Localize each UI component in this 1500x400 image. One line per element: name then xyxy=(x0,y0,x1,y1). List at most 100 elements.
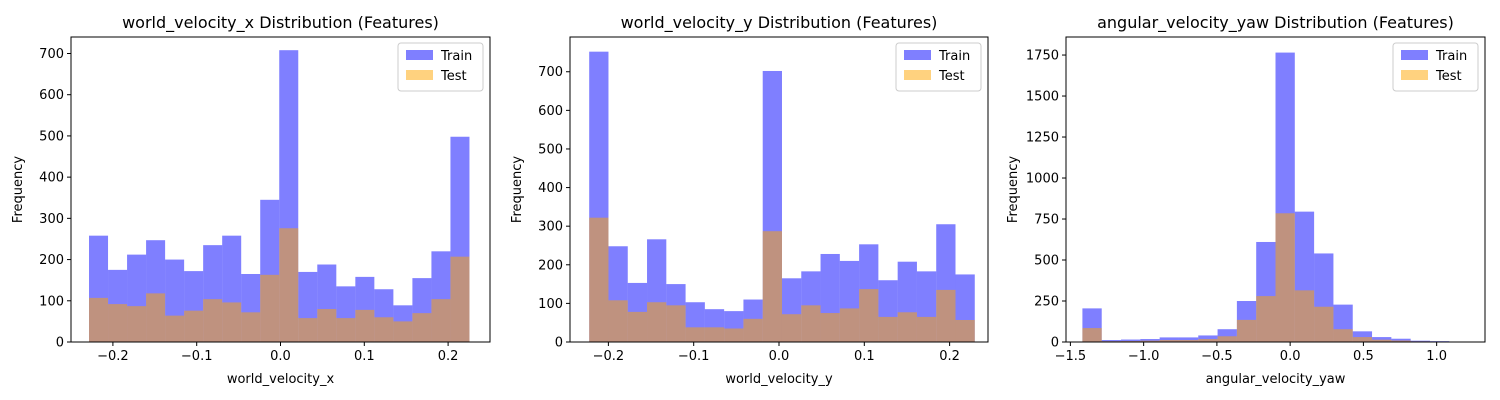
series-test xyxy=(589,217,975,342)
legend: Train Test xyxy=(895,42,982,92)
y-axis-label: Frequency xyxy=(510,156,525,223)
chart-title: angular_velocity_yaw Distribution (Featu… xyxy=(1097,13,1454,33)
bar-test-13 xyxy=(1333,329,1353,342)
bar-test-15 xyxy=(878,316,898,342)
bar-test-0 xyxy=(1082,328,1102,342)
bar-test-11 xyxy=(1294,290,1315,342)
bar-test-10 xyxy=(1275,213,1295,342)
bar-train-1 xyxy=(1101,340,1122,342)
y-tick-label: 500 xyxy=(1034,254,1059,269)
y-tick-label: 400 xyxy=(39,171,64,186)
bar-test-10 xyxy=(279,228,299,342)
x-tick-label: −0.1 xyxy=(181,349,213,364)
series-test xyxy=(89,228,470,342)
bar-test-3 xyxy=(146,293,166,342)
x-tick-label: −1.0 xyxy=(1128,349,1160,364)
x-axis-label: world_velocity_x xyxy=(227,372,335,387)
legend-swatch-train xyxy=(1401,50,1428,60)
x-tick-label: 1.0 xyxy=(1426,349,1447,364)
bar-test-18 xyxy=(936,289,956,342)
y-tick-label: 600 xyxy=(39,88,64,103)
x-tick-label: −0.2 xyxy=(593,349,625,364)
bar-test-9 xyxy=(762,231,782,342)
series-test xyxy=(1082,213,1469,342)
y-tick-label: 500 xyxy=(538,142,563,157)
y-tick-label: 1250 xyxy=(1026,131,1059,146)
bar-test-11 xyxy=(298,318,318,342)
chart-1: −0.2 −0.1 0.0 0.1 0.2 0 100 200 300 400 500 600 700 w… xyxy=(11,13,491,387)
bar-test-3 xyxy=(1140,340,1160,342)
bar-test-16 xyxy=(393,321,413,342)
y-tick-label: 600 xyxy=(538,104,563,119)
bar-test-4 xyxy=(1159,340,1179,342)
chart-title: world_velocity_y Distribution (Features) xyxy=(621,13,938,33)
legend-swatch-test xyxy=(406,70,433,80)
bar-test-7 xyxy=(222,302,242,342)
bar-train-14 xyxy=(1352,331,1373,342)
legend-label-test: Test xyxy=(1435,69,1462,84)
legend-swatch-test xyxy=(904,70,931,80)
bar-test-5 xyxy=(184,310,204,342)
y-tick-label: 400 xyxy=(538,181,563,196)
x-tick-label: 0.0 xyxy=(769,349,790,364)
x-tick-label: −1.5 xyxy=(1055,349,1087,364)
x-tick-label: −0.1 xyxy=(678,349,710,364)
x-tick-label: 0.1 xyxy=(354,349,375,364)
bar-test-4 xyxy=(666,305,686,342)
bar-test-14 xyxy=(859,289,879,342)
y-tick-label: 100 xyxy=(538,297,563,312)
legend-swatch-train xyxy=(406,50,433,60)
bar-test-13 xyxy=(336,318,356,342)
bar-test-19 xyxy=(955,319,975,342)
axes-frame xyxy=(1065,36,1486,343)
legend: Train Test xyxy=(397,42,484,92)
y-tick-label: 200 xyxy=(39,253,64,268)
bar-test-2 xyxy=(627,311,648,342)
bar-test-14 xyxy=(1352,337,1373,342)
y-axis-label: Frequency xyxy=(11,156,26,223)
bar-test-6 xyxy=(704,327,725,342)
y-tick-label: 700 xyxy=(39,47,64,62)
y-tick-label: 0 xyxy=(56,336,64,351)
x-tick-label: −0.2 xyxy=(97,349,129,364)
y-axis-label: Frequency xyxy=(1006,156,1021,223)
legend-label-train: Train xyxy=(938,49,970,64)
y-tick-label: 200 xyxy=(538,258,563,273)
bar-test-0 xyxy=(89,297,109,342)
bar-test-0 xyxy=(589,217,609,342)
y-tick-label: 300 xyxy=(538,220,563,235)
y-tick-label: 0 xyxy=(555,336,563,351)
bar-train-4 xyxy=(1159,337,1179,342)
bar-test-18 xyxy=(431,299,451,342)
y-tick-label: 500 xyxy=(39,129,64,144)
bar-test-15 xyxy=(374,317,394,342)
bar-train-5 xyxy=(1178,337,1199,342)
bar-train-16 xyxy=(1391,338,1411,342)
legend-label-test: Test xyxy=(440,69,467,84)
y-tick-label: 1750 xyxy=(1026,49,1059,64)
bar-test-9 xyxy=(1256,296,1276,342)
bar-test-8 xyxy=(1236,319,1257,342)
bar-test-1 xyxy=(608,300,628,342)
bar-test-5 xyxy=(685,327,705,342)
bar-test-4 xyxy=(165,315,185,342)
legend-swatch-test xyxy=(1401,70,1428,80)
y-tick-label: 250 xyxy=(1034,295,1059,310)
bar-test-17 xyxy=(916,316,937,342)
x-tick-label: 0.0 xyxy=(270,349,291,364)
y-tick-label: 1500 xyxy=(1026,90,1059,105)
chart-title: world_velocity_x Distribution (Features) xyxy=(122,13,439,33)
y-tick-label: 300 xyxy=(39,212,64,227)
bar-test-2 xyxy=(127,306,147,342)
bar-train-6 xyxy=(1198,335,1218,342)
bar-test-17 xyxy=(412,313,432,342)
y-tick-label: 100 xyxy=(39,294,64,309)
bar-test-9 xyxy=(260,274,280,342)
bar-test-12 xyxy=(1314,306,1334,342)
bar-test-10 xyxy=(781,314,802,342)
chart-3: −1.5 −1.0 −0.5 0.0 0.5 1.0 0 250 500 750 1000 1250 1… xyxy=(1006,13,1486,387)
legend-swatch-train xyxy=(904,50,931,60)
y-tick-label: 0 xyxy=(1051,336,1059,351)
bar-train-2 xyxy=(1121,339,1141,342)
x-tick-label: 0.2 xyxy=(939,349,960,364)
